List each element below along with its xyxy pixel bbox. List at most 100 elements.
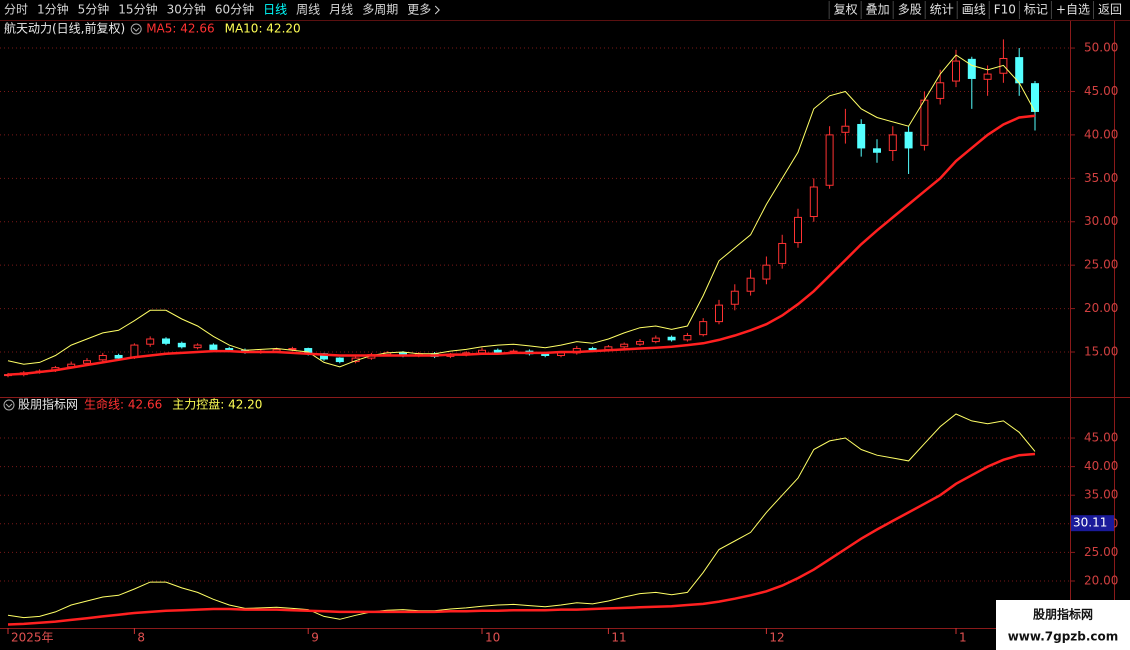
candle-body (841, 125, 850, 133)
date-label: 10 (485, 631, 500, 645)
legend-entry: MA10: 42.20 (225, 22, 301, 36)
toolbar-tab[interactable]: 更多 (407, 3, 431, 17)
y-tick-label: 45.00 (1084, 431, 1118, 445)
candle-body (699, 321, 708, 336)
candle-body (794, 216, 802, 244)
y-tick-label: 15.00 (1084, 345, 1118, 359)
toggle-icon (3, 399, 15, 411)
candle-body (920, 99, 929, 146)
toolbar-tab[interactable]: 多周期 (362, 3, 398, 17)
candle-body (667, 336, 676, 341)
candle-body (1015, 57, 1024, 84)
candle-body (857, 123, 866, 149)
y-tick-label: 45.00 (1084, 84, 1118, 98)
candle-body (683, 335, 692, 341)
toolbar-button[interactable]: 多股 (898, 3, 922, 17)
toolbar-button[interactable]: 叠加 (866, 3, 890, 17)
toggle-icon (132, 27, 140, 32)
watermark-title: 股朋指标网 (1033, 607, 1093, 622)
candle-body (936, 82, 945, 99)
indicator-line (7, 54, 1036, 368)
candle-body (762, 264, 771, 280)
toolbar-button[interactable]: F10 (994, 3, 1016, 17)
toolbar-tab[interactable]: 周线 (296, 3, 320, 17)
date-label: 2025年 (11, 631, 54, 645)
toolbar-tab[interactable]: 15分钟 (118, 2, 157, 17)
candle-body (83, 360, 91, 364)
toolbar-button[interactable]: +自选 (1056, 3, 1090, 17)
candle-body (983, 73, 992, 80)
chevron-icon (434, 5, 440, 15)
candle-body (146, 338, 155, 345)
y-tick-label: 35.00 (1084, 171, 1118, 185)
y-tick-label: 40.00 (1084, 459, 1118, 473)
toolbar-button[interactable]: 统计 (930, 3, 954, 17)
candle-body (162, 338, 170, 344)
candle-body (967, 58, 976, 79)
y-tick-label: 20.00 (1084, 573, 1118, 587)
panel-title: 航天动力(日线,前复权) (4, 21, 125, 36)
toolbar-tab[interactable]: 1分钟 (37, 2, 69, 17)
y-tick-label: 40.00 (1084, 127, 1118, 141)
toolbar-button[interactable]: 复权 (834, 3, 858, 17)
toolbar-tab[interactable]: 分时 (4, 3, 28, 17)
toggle-icon (130, 23, 142, 35)
toolbar-tab[interactable]: 日线 (263, 3, 287, 17)
date-label: 8 (137, 631, 145, 645)
candle-body (904, 131, 913, 149)
candle-body (98, 354, 107, 361)
watermark-box (996, 600, 1130, 650)
toolbar-tab[interactable]: 30分钟 (167, 2, 206, 17)
legend-entry: 生命线: 42.66 (84, 397, 162, 412)
candle-body (288, 348, 297, 351)
date-label: 11 (611, 631, 626, 645)
cursor-price-box (1071, 515, 1114, 532)
toolbar-tab[interactable]: 5分钟 (78, 2, 110, 17)
toolbar-button[interactable]: 标记 (1024, 3, 1048, 17)
indicator-line (7, 114, 1036, 376)
legend-entry: MA5: 42.66 (146, 22, 214, 36)
date-label: 1 (959, 631, 967, 645)
candle-body (825, 134, 834, 186)
indicator-line (7, 413, 1036, 620)
candle-body (209, 344, 218, 350)
candle-body (873, 148, 881, 153)
toggle-icon (5, 403, 13, 408)
legend-entry: 主力控盘: 42.20 (172, 397, 262, 412)
date-label: 9 (311, 631, 319, 645)
y-tick-label: 20.00 (1084, 301, 1118, 315)
toolbar-tab[interactable]: 60分钟 (215, 2, 254, 17)
candle-body (130, 344, 139, 358)
y-tick-label: 25.00 (1084, 545, 1118, 559)
candle-body (809, 186, 818, 218)
panel-title: 股朋指标网 (18, 397, 78, 412)
toolbar-tab[interactable]: 月线 (329, 3, 353, 17)
cursor-price: 30.11 (1073, 516, 1107, 530)
candle-body (651, 337, 660, 343)
candle-body (715, 304, 723, 323)
candle-body (636, 341, 644, 345)
candle-body (888, 134, 897, 152)
toolbar-button[interactable]: 画线 (962, 3, 986, 17)
candle-body (335, 357, 344, 363)
watermark-url: www.7gpzb.com (1008, 630, 1119, 644)
candle-body (730, 290, 739, 305)
toolbar-button[interactable]: 返回 (1098, 3, 1122, 17)
candle-body (193, 344, 202, 349)
y-tick-label: 50.00 (1084, 41, 1118, 55)
candle-body (746, 277, 755, 292)
candle-body (620, 343, 629, 348)
indicator-line (7, 452, 1036, 626)
candle-body (778, 242, 787, 264)
candle-body (588, 348, 597, 351)
date-label: 12 (769, 631, 784, 645)
candle-body (177, 342, 186, 348)
y-tick-label: 35.00 (1084, 488, 1118, 502)
y-tick-label: 25.00 (1084, 258, 1118, 272)
candle-body (952, 60, 960, 82)
candle-body (114, 354, 123, 359)
y-tick-label: 30.00 (1084, 214, 1118, 228)
